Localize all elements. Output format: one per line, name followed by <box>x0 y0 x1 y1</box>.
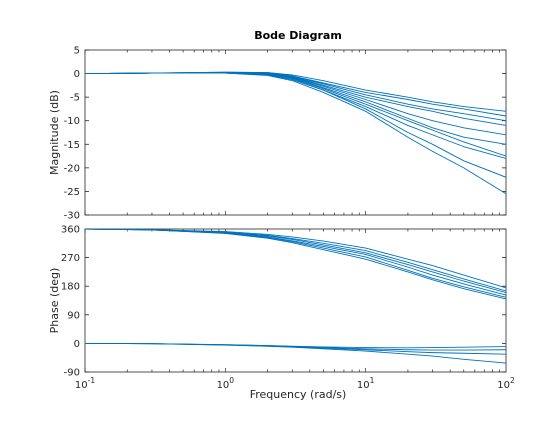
phase-series-line <box>85 342 506 364</box>
x-tick-label: 101 <box>357 376 375 391</box>
x-tick-label: 100 <box>217 376 235 391</box>
magnitude-ytick-label: -10 <box>64 116 80 127</box>
phase-ytick-label: 180 <box>61 282 80 293</box>
phase-axes-box <box>84 228 507 373</box>
phase-y-axis-label: Phase (deg) <box>48 268 61 334</box>
phase-ytick-label: 90 <box>67 310 80 321</box>
phase-series-line <box>85 229 506 300</box>
magnitude-ytick-label: -20 <box>64 163 80 174</box>
chart-title: Bode Diagram <box>254 29 342 42</box>
magnitude-series-group <box>85 71 506 195</box>
magnitude-series-line <box>85 72 506 195</box>
phase-panel: 360 270 180 90 0 -90 Phase (deg) <box>48 225 507 379</box>
magnitude-y-axis-label: Magnitude (dB) <box>48 90 61 175</box>
phase-ytick-label: -90 <box>64 368 80 379</box>
phase-ytick-label: 270 <box>61 253 80 264</box>
magnitude-panel: 5 0 -5 -10 -15 -20 -25 -30 Magnitude (dB) <box>48 46 507 222</box>
magnitude-ytick-label: 5 <box>74 46 80 57</box>
x-tick-label: 10-1 <box>75 376 95 391</box>
phase-ytick-label: 360 <box>61 225 80 236</box>
x-axis-label: Frequency (rad/s) <box>250 388 347 401</box>
magnitude-ytick-label: -30 <box>64 211 80 222</box>
magnitude-axes-box <box>84 49 507 216</box>
x-tick-label: 102 <box>497 376 515 391</box>
magnitude-ytick-label: -15 <box>64 140 80 151</box>
phase-series-group <box>85 229 506 364</box>
phase-ytick-label: 0 <box>74 339 80 350</box>
magnitude-ytick-label: -5 <box>70 93 80 104</box>
magnitude-ytick-label: 0 <box>74 69 80 80</box>
magnitude-ytick-label: -25 <box>64 187 80 198</box>
